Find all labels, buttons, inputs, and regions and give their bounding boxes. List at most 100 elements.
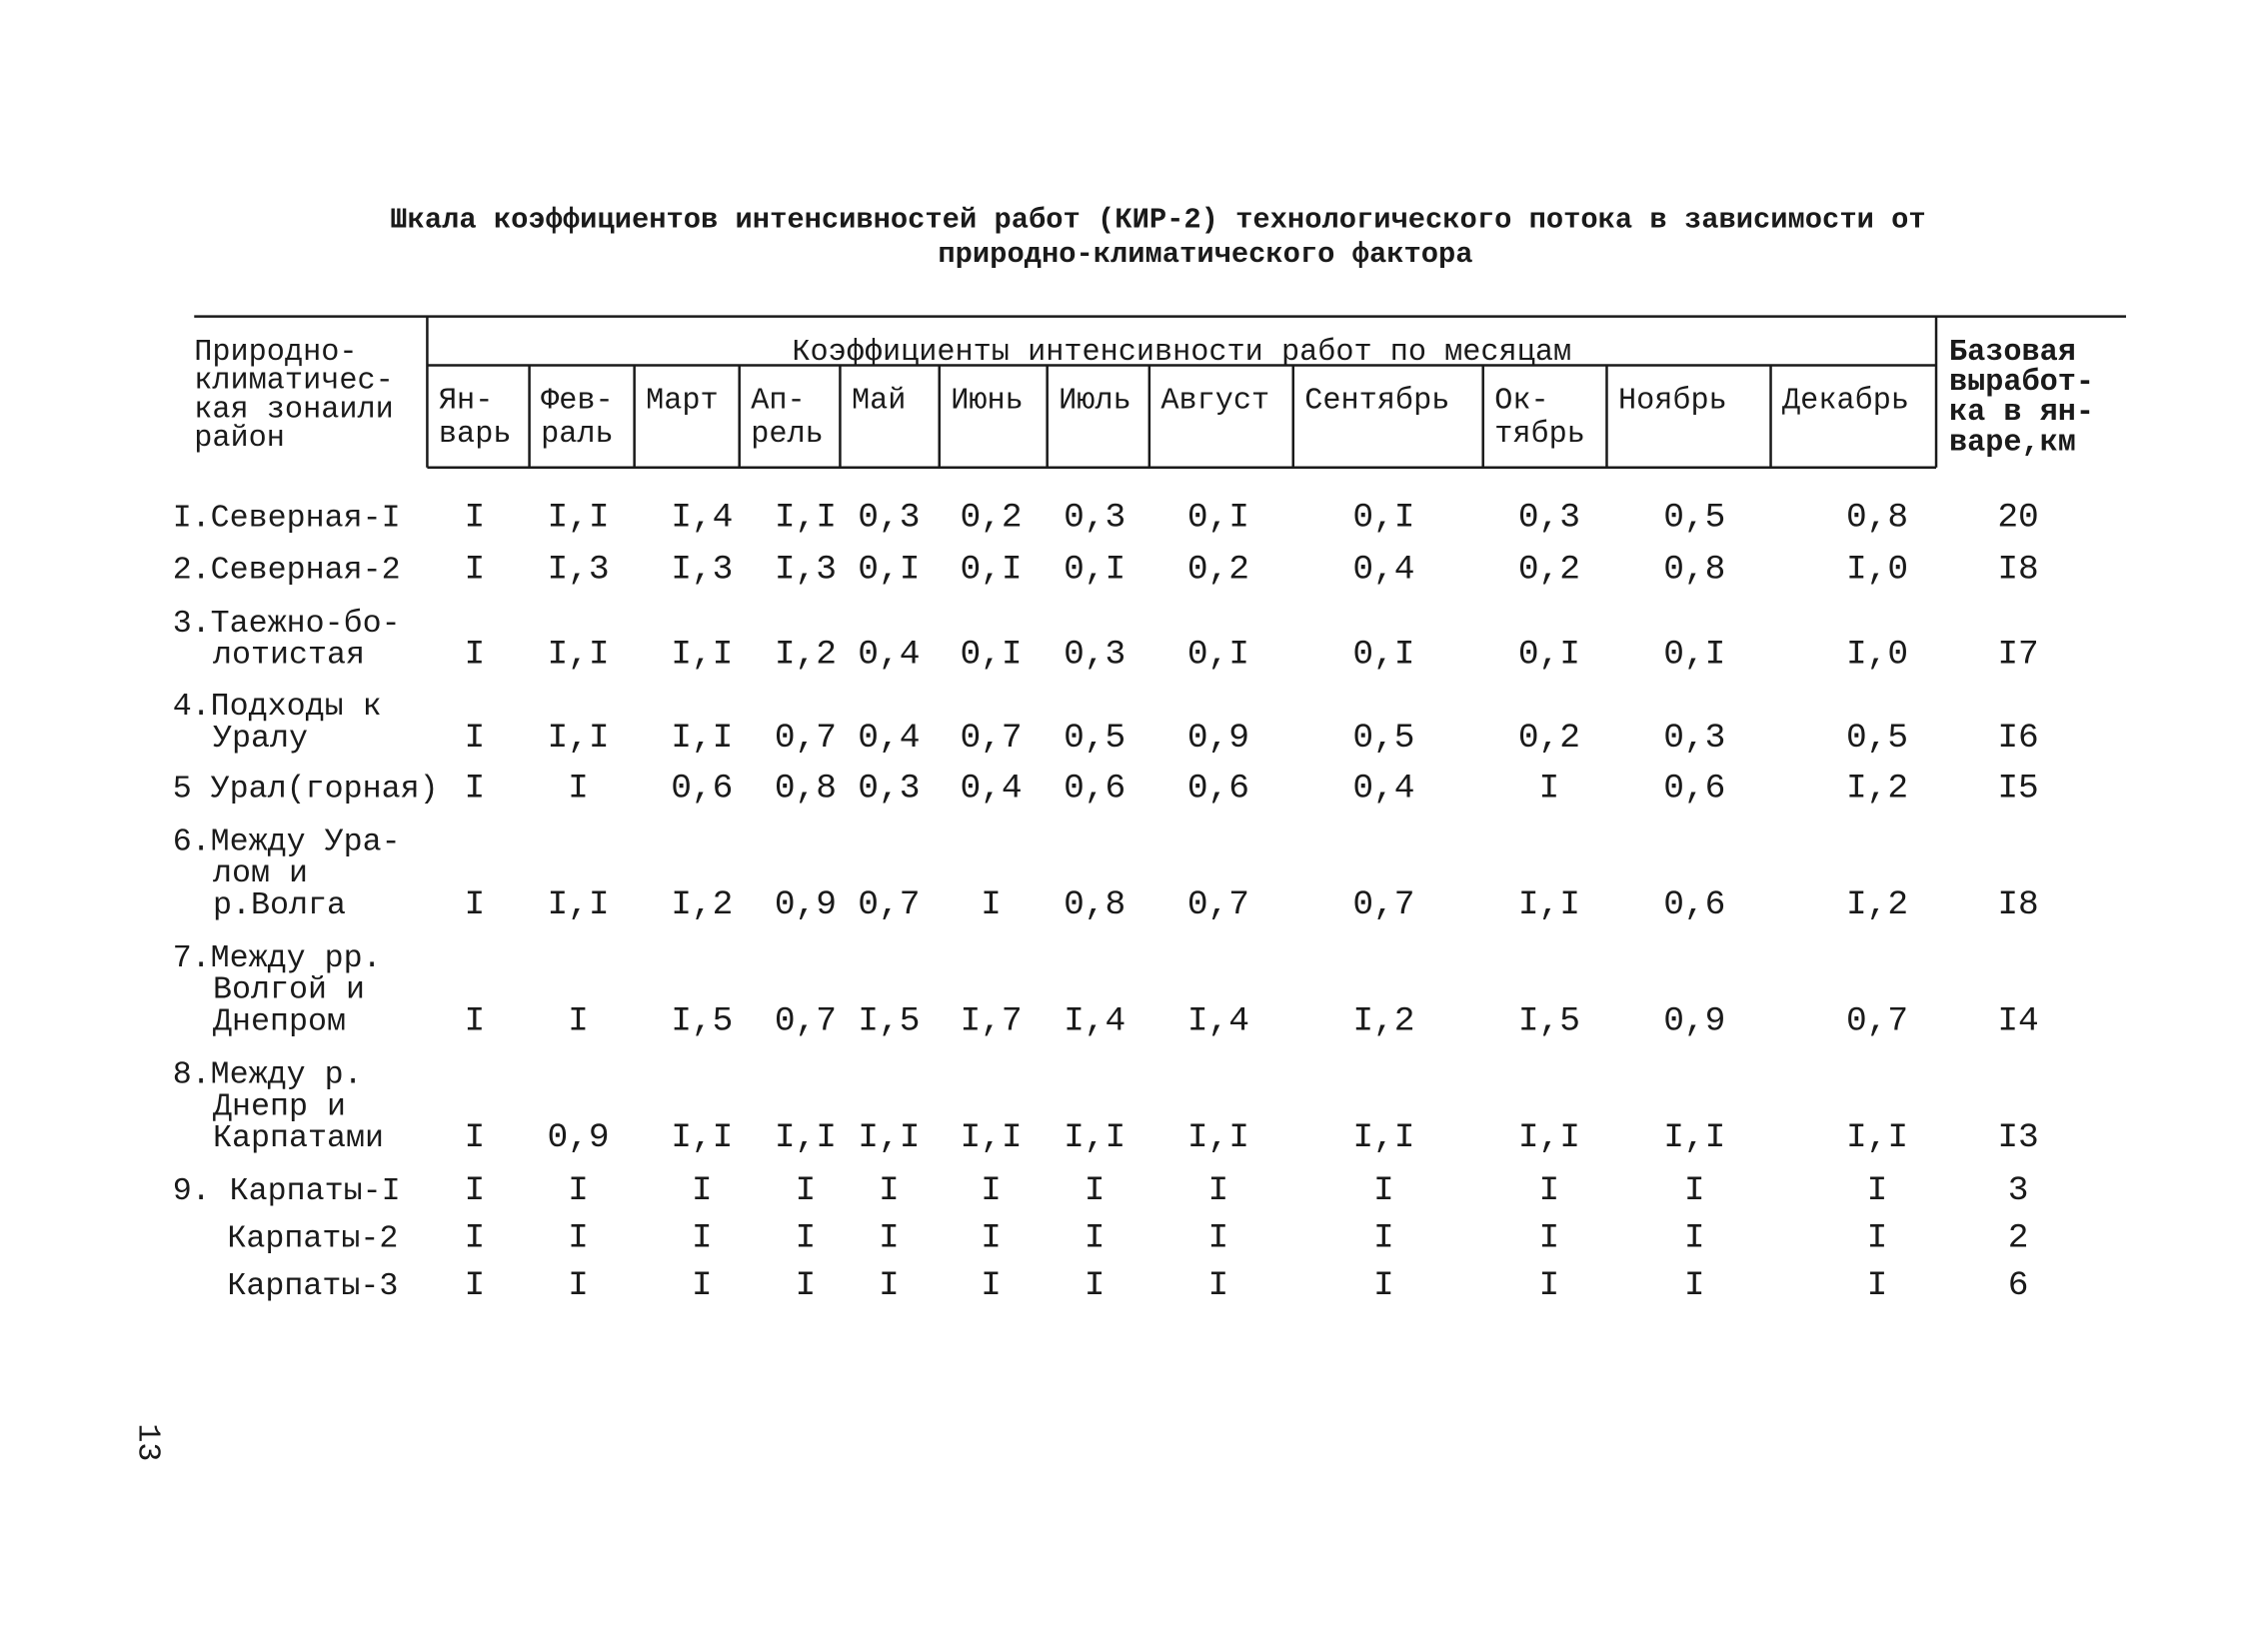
cell-value: 0,I [1518, 635, 1580, 674]
row-zone: 9. Карпаты-I [173, 1173, 401, 1209]
cell-value: I [465, 635, 486, 674]
header-month: Ок- [1494, 385, 1548, 419]
cell-value: I [465, 1266, 486, 1305]
row-zone: 8.Между р. [173, 1057, 363, 1093]
cell-value: 0,8 [1064, 885, 1125, 924]
cell-value: 0,9 [1663, 1001, 1725, 1040]
header-base: Базовая [1949, 336, 2076, 370]
cell-value: I,I [858, 1118, 920, 1157]
header-month: Июнь [951, 385, 1024, 419]
cell-base: I8 [1997, 885, 2038, 924]
header-month: Ап- [751, 385, 805, 419]
header-month: Ян- [439, 385, 493, 419]
cell-value: I [1373, 1171, 1394, 1210]
cell-value: I [981, 1171, 1002, 1210]
header-group: Коэффициенты интенсивности работ по меся… [792, 336, 1571, 370]
cell-value: 0,8 [1846, 499, 1908, 538]
cell-value: I,I [547, 885, 609, 924]
cell-value: 0,3 [858, 769, 920, 808]
cell-value: 0,7 [1846, 1001, 1908, 1040]
cell-value: I,I [1846, 1118, 1908, 1157]
cell-value: 0,3 [1518, 499, 1580, 538]
header-month: Март [646, 385, 719, 419]
cell-value: I,3 [671, 551, 733, 590]
cell-value: I [1208, 1219, 1229, 1258]
row-zone: I.Северная-I [173, 501, 401, 537]
row-zone: Днепр и [213, 1088, 346, 1124]
cell-value: I [1085, 1171, 1106, 1210]
header-zone: район [194, 422, 285, 456]
cell-value: I [879, 1266, 900, 1305]
cell-value: I,I [671, 719, 733, 758]
cell-base: 6 [2008, 1266, 2029, 1305]
row-zone: Волгой и [213, 972, 365, 1008]
row-zone: Днепром [213, 1003, 346, 1039]
cell-value: I [1539, 1266, 1560, 1305]
cell-value: I,I [547, 499, 609, 538]
cell-value: I [1867, 1171, 1888, 1210]
row-zone: 3.Таежно-бо- [173, 606, 401, 642]
header-month: варь [439, 418, 512, 452]
cell-value: I,I [775, 499, 837, 538]
header-month: Май [852, 385, 906, 419]
cell-value: I,I [547, 635, 609, 674]
page-number: 13 [130, 1423, 166, 1461]
cell-base: 2 [2008, 1219, 2029, 1258]
cell-value: I [692, 1219, 713, 1258]
header-month: Август [1160, 385, 1269, 419]
header-base: варе,км [1949, 426, 2076, 460]
row-zone: 2.Северная-2 [173, 553, 401, 589]
cell-value: I,7 [960, 1001, 1022, 1040]
row-zone: Карпаты-2 [227, 1221, 398, 1257]
cell-value: 0,3 [1663, 719, 1725, 758]
cell-value: 0,7 [775, 1001, 837, 1040]
header-month: Ноябрь [1618, 385, 1727, 419]
row-zone: 4.Подходы к [173, 689, 382, 725]
cell-value: 0,9 [1187, 719, 1249, 758]
cell-value: I [465, 1171, 486, 1210]
header-base: выработ- [1949, 366, 2094, 400]
cell-value: I,2 [1846, 885, 1908, 924]
row-zone: лом и [213, 855, 308, 891]
cell-value: I [1867, 1219, 1888, 1258]
cell-base: I5 [1997, 769, 2038, 808]
cell-value: I [879, 1171, 900, 1210]
cell-value: I [692, 1171, 713, 1210]
cell-value: I,4 [1064, 1001, 1125, 1040]
row-zone: р.Волга [213, 887, 346, 923]
cell-value: 0,5 [1846, 719, 1908, 758]
cell-value: 0,3 [1064, 499, 1125, 538]
cell-value: I [1684, 1219, 1705, 1258]
cell-value: I,3 [547, 551, 609, 590]
header-month: Июль [1059, 385, 1131, 419]
cell-value: I,4 [1187, 1001, 1249, 1040]
cell-value: I [568, 1001, 589, 1040]
cell-value: I,4 [671, 499, 733, 538]
cell-value: 0,I [1187, 499, 1249, 538]
cell-value: 0,5 [1064, 719, 1125, 758]
cell-value: I,I [1518, 1118, 1580, 1157]
cell-value: 0,9 [547, 1118, 609, 1157]
header-month: Сентябрь [1304, 385, 1449, 419]
cell-value: 0,7 [1352, 885, 1414, 924]
cell-value: 0,I [960, 551, 1022, 590]
cell-base: 3 [2008, 1171, 2029, 1210]
cell-value: I [692, 1266, 713, 1305]
cell-value: I,0 [1846, 551, 1908, 590]
cell-value: I [465, 1001, 486, 1040]
cell-base: I6 [1997, 719, 2038, 758]
header-zone: Природно- [194, 336, 357, 370]
cell-value: 0,2 [960, 499, 1022, 538]
cell-value: I [568, 1266, 589, 1305]
cell-value: I [1539, 769, 1560, 808]
cell-value: I,5 [671, 1001, 733, 1040]
cell-value: 0,4 [858, 635, 920, 674]
header-month: тябрь [1494, 418, 1585, 452]
cell-value: 0,3 [1064, 635, 1125, 674]
cell-value: 0,6 [1663, 885, 1725, 924]
cell-value: 0,9 [775, 885, 837, 924]
cell-value: I,5 [1518, 1001, 1580, 1040]
cell-value: I,I [1518, 885, 1580, 924]
cell-value: 0,7 [1187, 885, 1249, 924]
cell-value: I [981, 1219, 1002, 1258]
